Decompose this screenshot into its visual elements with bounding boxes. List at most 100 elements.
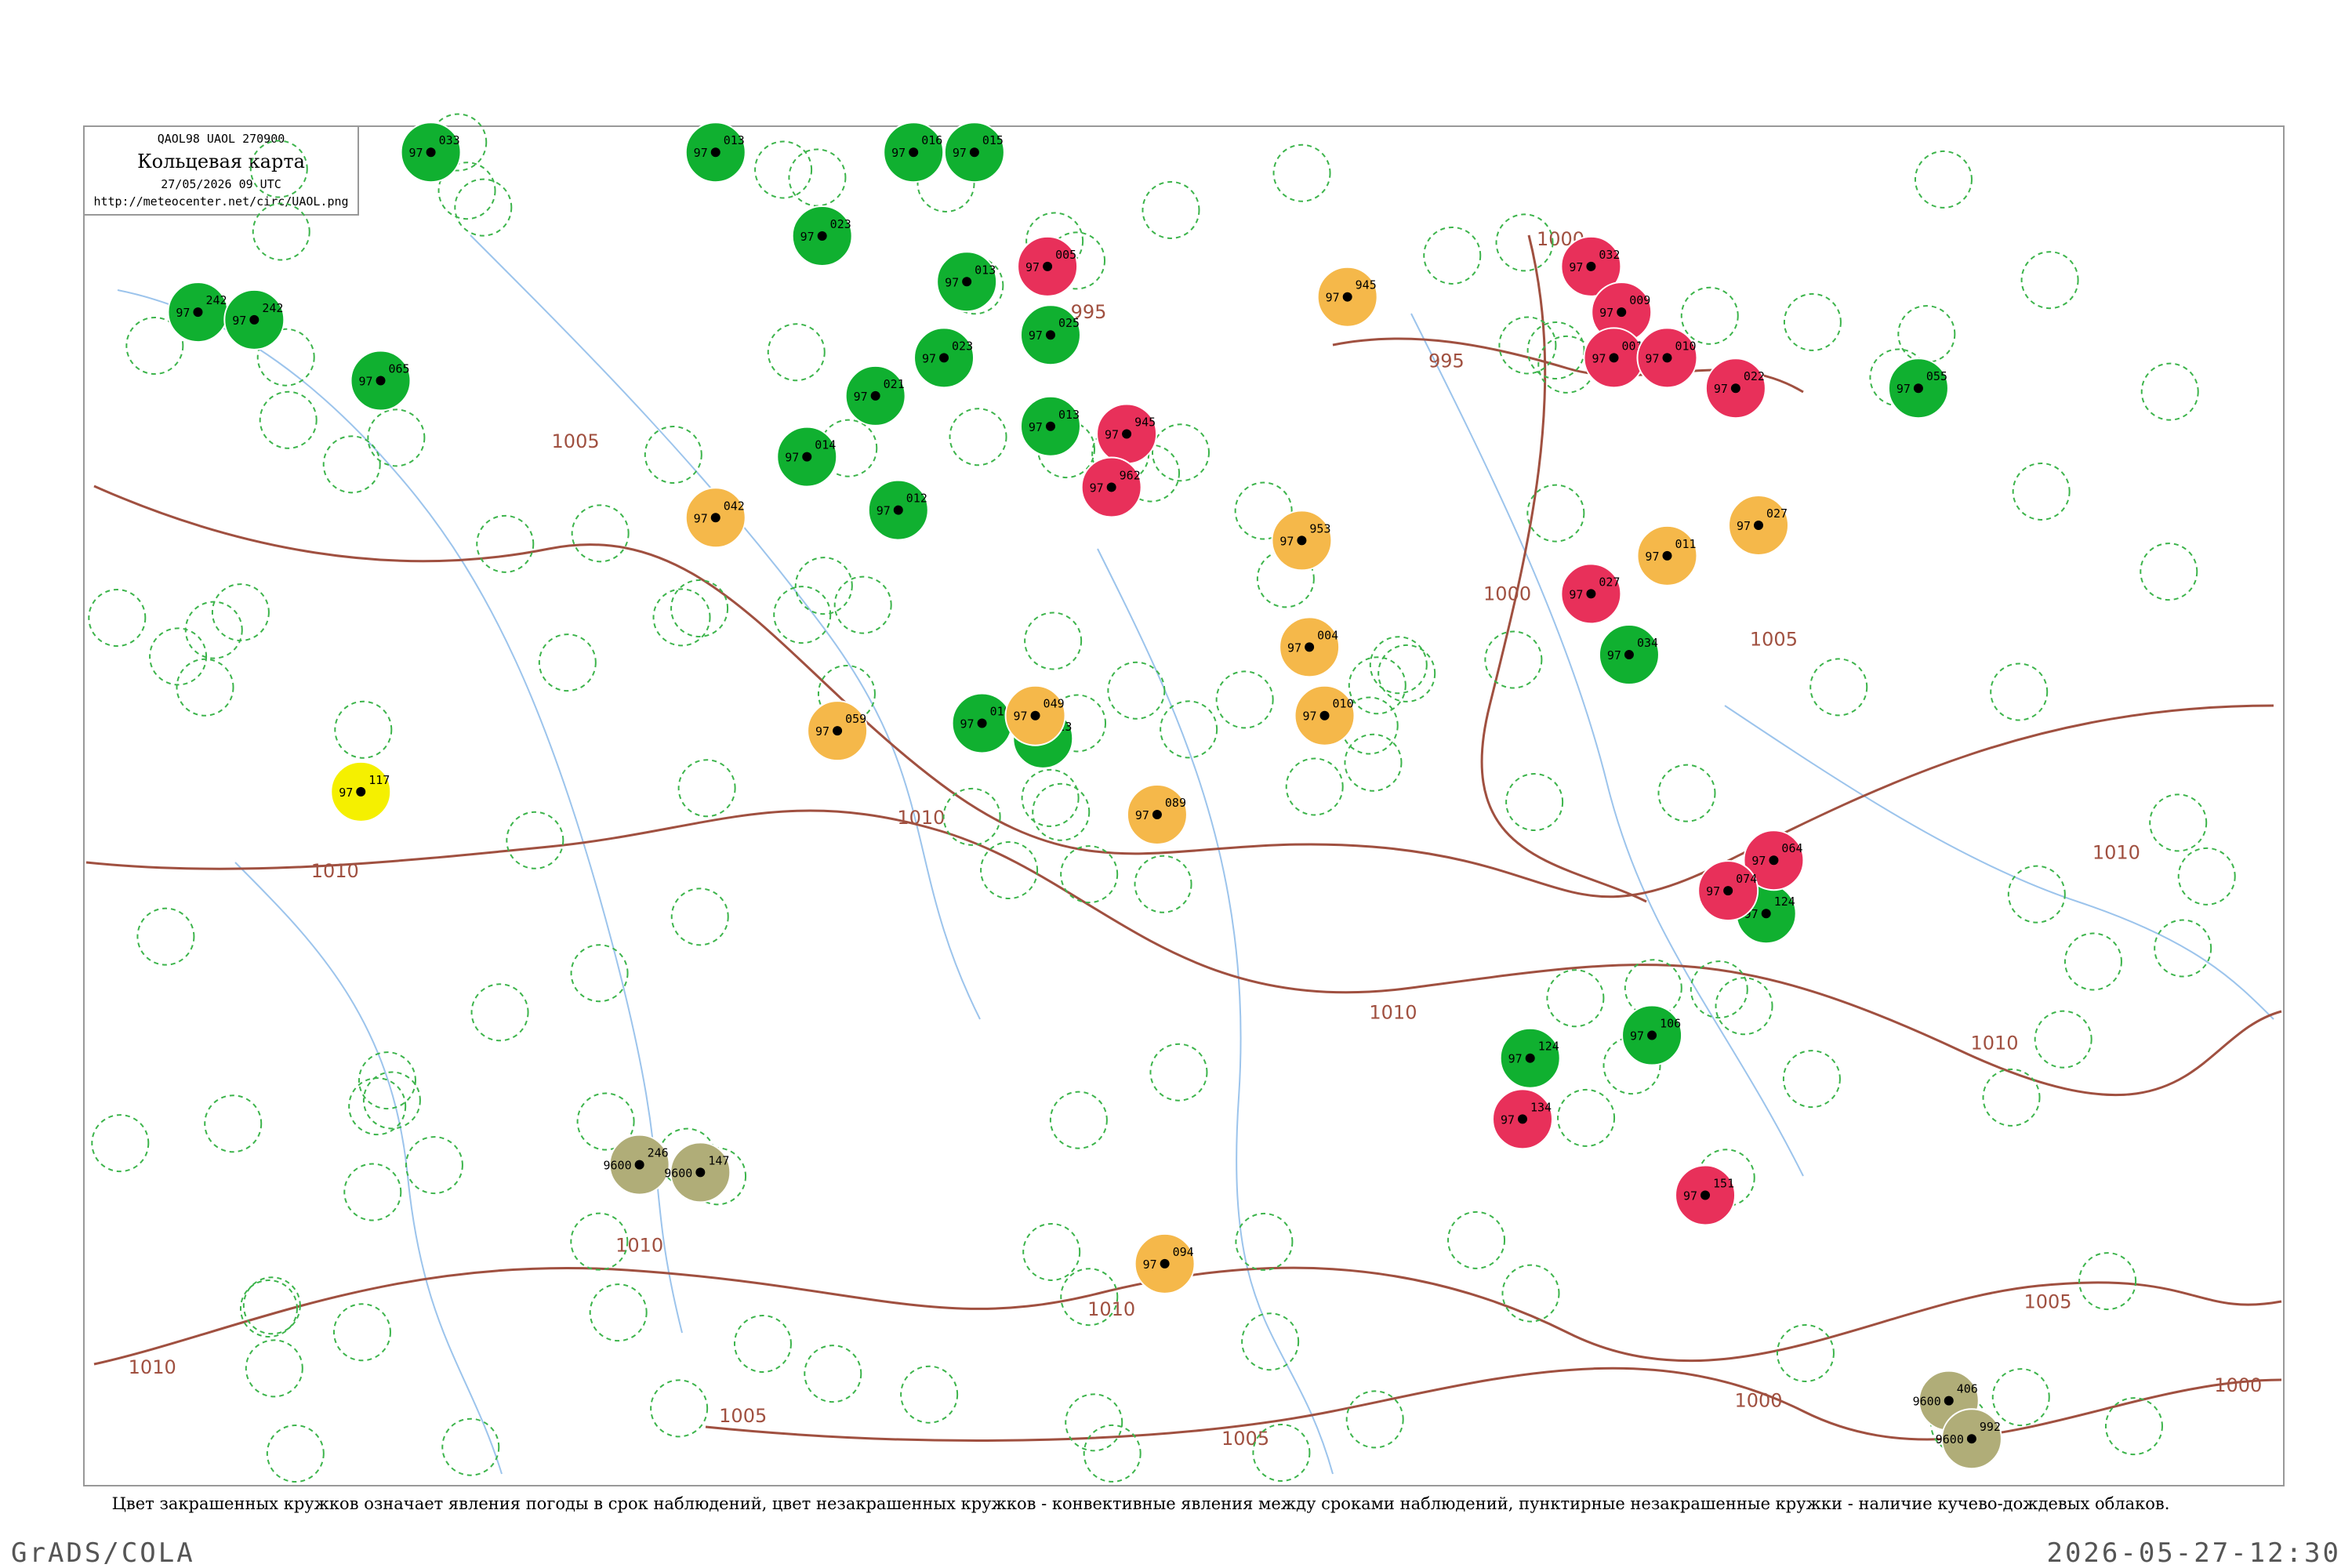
cb-ring	[2149, 793, 2208, 852]
station-dot	[356, 786, 366, 797]
cb-ring	[1505, 773, 1564, 832]
station-pressure: 022	[1744, 369, 1765, 383]
cb-ring	[1235, 1212, 1294, 1271]
station-pressure: 001	[1622, 339, 1643, 353]
cb-ring	[677, 759, 736, 818]
station-temp: 97	[1737, 519, 1751, 533]
station-dot	[969, 147, 979, 158]
cb-ring	[1345, 1390, 1404, 1449]
station-dot	[962, 277, 972, 287]
station-dot	[870, 390, 880, 401]
station-dot	[1160, 1258, 1170, 1269]
isobar-label: 1000	[1734, 1390, 1782, 1412]
station-dot	[1662, 550, 1672, 561]
station-pressure: 106	[1660, 1017, 1681, 1031]
cb-ring	[1134, 855, 1192, 913]
station-pressure: 021	[884, 377, 905, 391]
station-dot	[1761, 909, 1771, 919]
cb-ring	[1369, 636, 1428, 695]
caption: Цвет закрашенных кружков означает явлени…	[112, 1494, 2170, 1513]
cb-ring	[1021, 768, 1080, 827]
isobar-label: 1005	[1221, 1428, 1269, 1450]
station-dot	[1122, 429, 1132, 439]
cb-ring	[249, 140, 308, 198]
isobar-label: 1010	[897, 807, 945, 829]
cb-ring	[1423, 226, 1482, 285]
cb-ring	[125, 317, 184, 376]
cb-ring	[942, 787, 1001, 846]
cb-ring	[949, 408, 1007, 466]
station-dot	[1043, 261, 1053, 271]
cb-ring	[1049, 1091, 1108, 1149]
cb-ring	[176, 658, 234, 717]
cb-ring	[733, 1314, 792, 1373]
cb-ring	[437, 162, 496, 220]
station-pressure: 117	[368, 773, 390, 787]
cb-ring	[252, 202, 310, 261]
station-dot	[1624, 650, 1634, 660]
cb-ring	[1782, 1050, 1841, 1109]
cb-ring	[2020, 251, 2079, 310]
station-pressure: 074	[1736, 872, 1757, 886]
cb-ring	[1022, 1222, 1081, 1281]
cb-ring	[589, 1283, 648, 1342]
cb-ring	[1501, 1264, 1560, 1323]
cb-ring	[2140, 543, 2198, 601]
station-temp: 97	[854, 390, 868, 404]
station-temp: 97	[1143, 1258, 1157, 1272]
station-temp: 97	[1645, 351, 1659, 365]
cb-ring	[1690, 960, 1748, 1019]
header-box	[83, 125, 359, 216]
cb-ring	[1498, 316, 1557, 375]
station-dot	[695, 1167, 706, 1178]
cb-ring	[2063, 932, 2122, 991]
cb-ring	[804, 1345, 862, 1403]
station-dot	[1754, 520, 1764, 530]
station-rings	[88, 113, 2236, 1483]
station-dot	[977, 718, 987, 728]
cb-ring	[149, 627, 208, 686]
station-temp: 97	[409, 146, 423, 160]
station-dot	[1730, 383, 1740, 394]
station-dot	[1723, 886, 1733, 896]
station-temp: 97	[1105, 427, 1119, 441]
station-temp: 9600	[1913, 1395, 1941, 1409]
station-pressure: 049	[1044, 697, 1065, 711]
cb-ring	[1215, 670, 1274, 729]
station-pressure: 014	[815, 438, 836, 452]
station-temp: 97	[1326, 291, 1340, 305]
station-dot	[909, 147, 919, 158]
cb-ring	[332, 1303, 391, 1362]
station-temp: 97	[1508, 1052, 1523, 1066]
cb-ring	[2104, 1397, 2163, 1456]
cb-ring	[405, 1136, 463, 1195]
station-dot	[1586, 261, 1596, 271]
station-dot	[193, 307, 203, 318]
station-temp: 97	[339, 786, 353, 800]
cb-ring	[980, 841, 1039, 900]
station-temp: 97	[176, 306, 190, 320]
cb-ring	[1557, 1088, 1616, 1147]
station-dot	[833, 726, 843, 736]
station-temp: 97	[785, 451, 799, 465]
cb-ring	[1107, 661, 1166, 720]
cb-ring	[1285, 757, 1344, 816]
station-dot	[1518, 1114, 1527, 1124]
station-temp: 97	[1569, 260, 1583, 274]
cb-ring	[1149, 1043, 1208, 1102]
station-dot	[1342, 292, 1352, 302]
cb-ring	[1990, 662, 2049, 721]
cb-ring	[136, 907, 195, 966]
station-pressure: 032	[1599, 248, 1620, 262]
cb-ring	[650, 1379, 709, 1438]
cb-ring	[343, 1163, 402, 1221]
cb-ring	[259, 390, 318, 449]
cb-ring	[1348, 656, 1406, 715]
station-temp: 97	[1013, 710, 1027, 724]
cb-ring	[1060, 845, 1119, 904]
cb-ring	[1083, 1424, 1142, 1483]
cb-ring	[1241, 1312, 1300, 1371]
isobar-label: 995	[1428, 350, 1465, 372]
cb-ring	[794, 557, 853, 615]
station-pressure: 027	[1766, 506, 1788, 521]
